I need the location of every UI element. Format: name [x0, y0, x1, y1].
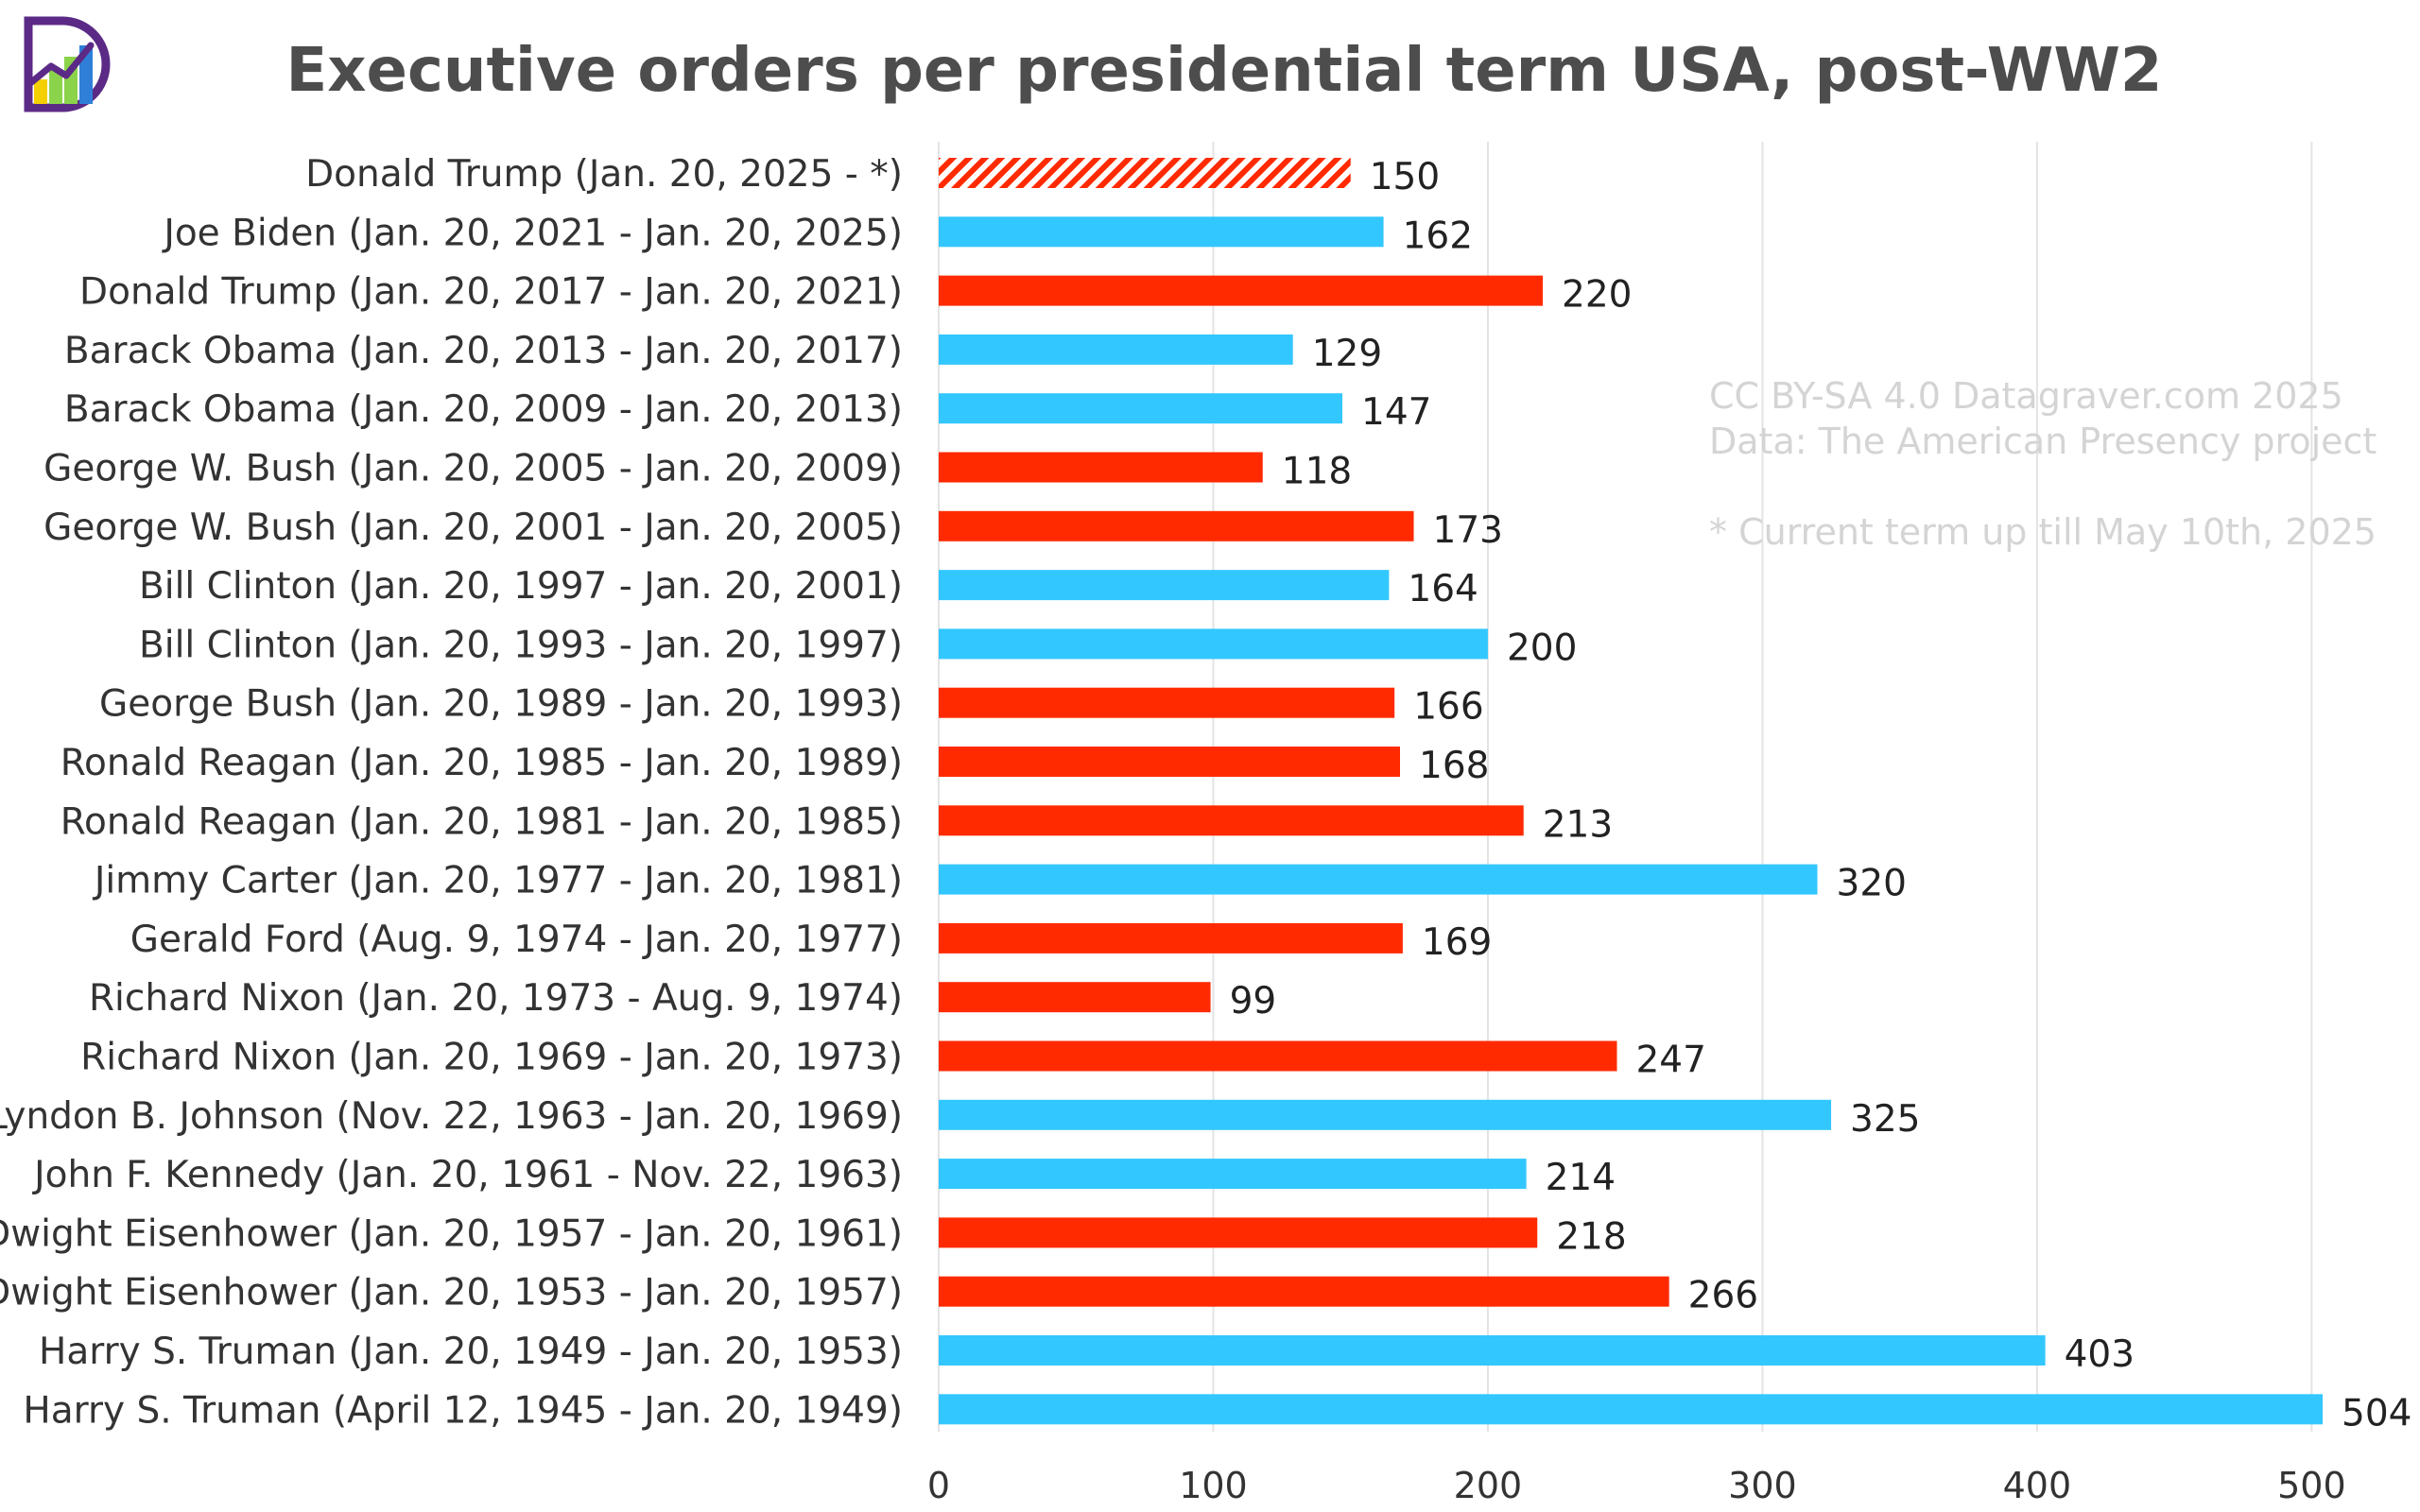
- value-label: 169: [1422, 921, 1492, 964]
- category-label: Barack Obama (Jan. 20, 2013 - Jan. 20, 2…: [64, 330, 903, 372]
- bar: [939, 747, 1400, 777]
- category-label: Barack Obama (Jan. 20, 2009 - Jan. 20, 2…: [64, 388, 903, 431]
- bar: [939, 510, 1414, 541]
- bars-group: [939, 158, 2323, 1425]
- x-tick-label: 0: [927, 1465, 950, 1506]
- category-label: George Bush (Jan. 20, 1989 - Jan. 20, 19…: [99, 683, 903, 726]
- x-tick-label: 300: [1728, 1465, 1797, 1506]
- bar: [939, 334, 1293, 365]
- value-label: 150: [1370, 156, 1440, 198]
- category-label: Richard Nixon (Jan. 20, 1969 - Jan. 20, …: [80, 1037, 903, 1079]
- category-label: Bill Clinton (Jan. 20, 1993 - Jan. 20, 1…: [139, 624, 903, 666]
- x-tick-label: 100: [1179, 1465, 1248, 1506]
- bar: [939, 216, 1384, 248]
- bar: [939, 1335, 2046, 1366]
- value-label: 403: [2065, 1333, 2135, 1376]
- datagraver-logo-icon: [24, 16, 111, 112]
- category-label: Harry S. Truman (April 12, 1945 - Jan. 2…: [23, 1389, 903, 1432]
- value-label: 162: [1403, 215, 1473, 257]
- bar: [939, 687, 1395, 718]
- value-label: 266: [1688, 1275, 1758, 1317]
- value-label: 129: [1312, 333, 1382, 375]
- category-label: Lyndon B. Johnson (Nov. 22, 1963 - Jan. …: [0, 1095, 903, 1138]
- value-label: 325: [1850, 1098, 1920, 1141]
- category-label: Joe Biden (Jan. 20, 2021 - Jan. 20, 2025…: [161, 212, 903, 254]
- category-label: Ronald Reagan (Jan. 20, 1985 - Jan. 20, …: [60, 742, 903, 784]
- category-label: George W. Bush (Jan. 20, 2005 - Jan. 20,…: [43, 448, 903, 490]
- bar: [939, 1099, 1832, 1130]
- x-axis-ticks: 0 100 200 300 400 500: [927, 1465, 2346, 1506]
- license-note: CC BY-SA 4.0 Datagraver.com 2025: [1709, 375, 2343, 417]
- chart-title: Executive orders per presidential term U…: [286, 36, 2163, 106]
- category-labels: Donald Trump (Jan. 20, 2025 - *) Joe Bide…: [0, 153, 903, 1432]
- value-label: 218: [1556, 1215, 1626, 1258]
- category-label: Dwight Eisenhower (Jan. 20, 1953 - Jan. …: [0, 1272, 903, 1314]
- category-label: John F. Kennedy (Jan. 20, 1961 - Nov. 22…: [31, 1154, 903, 1196]
- value-label: 118: [1282, 451, 1352, 493]
- bar: [939, 1159, 1527, 1190]
- value-label: 213: [1543, 803, 1613, 846]
- bar: [939, 158, 1351, 188]
- value-label: 200: [1507, 627, 1577, 669]
- bar: [939, 1394, 2323, 1425]
- bar: [939, 1040, 1617, 1072]
- bar: [939, 275, 1544, 306]
- bar: [939, 864, 1818, 895]
- current-term-note: * Current term up till May 10th, 2025: [1709, 511, 2377, 553]
- value-label: 504: [2342, 1392, 2411, 1435]
- category-label: Gerald Ford (Aug. 9, 1974 - Jan. 20, 197…: [130, 919, 903, 961]
- value-label: 147: [1361, 391, 1431, 434]
- bar: [939, 1217, 1538, 1248]
- category-label: Donald Trump (Jan. 20, 2025 - *): [305, 153, 903, 196]
- bar: [939, 452, 1263, 483]
- category-label: George W. Bush (Jan. 20, 2001 - Jan. 20,…: [43, 507, 903, 549]
- value-label: 320: [1837, 863, 1907, 905]
- value-label: 164: [1408, 568, 1478, 610]
- value-label: 168: [1419, 745, 1489, 787]
- category-label: Harry S. Truman (Jan. 20, 1949 - Jan. 20…: [39, 1331, 903, 1373]
- value-label: 173: [1433, 509, 1503, 552]
- bar: [939, 982, 1211, 1013]
- value-label: 214: [1546, 1157, 1616, 1199]
- category-label: Richard Nixon (Jan. 20, 1973 - Aug. 9, 1…: [89, 977, 903, 1020]
- bar: [939, 570, 1390, 601]
- category-label: Bill Clinton (Jan. 20, 1997 - Jan. 20, 2…: [139, 565, 903, 608]
- category-label: Ronald Reagan (Jan. 20, 1981 - Jan. 20, …: [60, 800, 903, 843]
- x-tick-label: 500: [2277, 1465, 2346, 1506]
- bar: [939, 1276, 1669, 1307]
- value-label: 247: [1635, 1040, 1705, 1082]
- value-label: 99: [1230, 980, 1277, 1022]
- bar: [939, 805, 1524, 836]
- category-label: Jimmy Carter (Jan. 20, 1977 - Jan. 20, 1…: [92, 860, 903, 902]
- category-label: Donald Trump (Jan. 20, 2017 - Jan. 20, 2…: [79, 271, 903, 314]
- x-tick-label: 200: [1454, 1465, 1523, 1506]
- bar: [939, 393, 1342, 424]
- value-label: 220: [1562, 274, 1632, 317]
- x-tick-label: 400: [2003, 1465, 2072, 1506]
- category-label: Dwight Eisenhower (Jan. 20, 1957 - Jan. …: [0, 1212, 903, 1255]
- source-note: Data: The American Presency project: [1709, 421, 2377, 462]
- value-label: 166: [1413, 686, 1483, 729]
- bar: [939, 922, 1403, 954]
- bar: [939, 628, 1488, 660]
